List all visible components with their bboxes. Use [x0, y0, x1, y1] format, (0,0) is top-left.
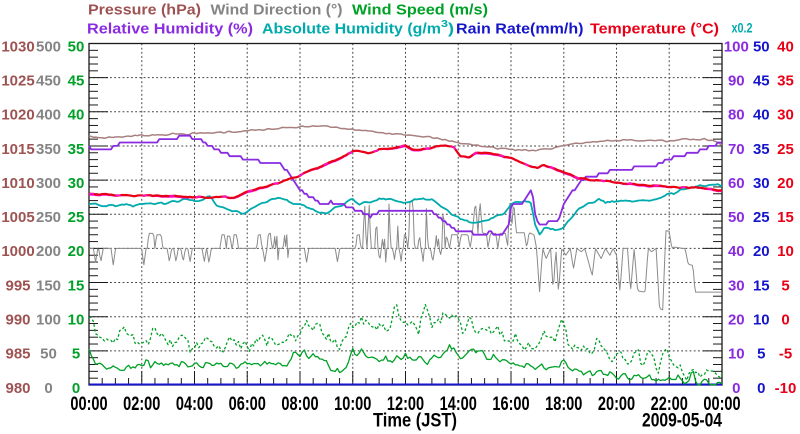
- svg-text:20: 20: [753, 243, 770, 260]
- svg-text:50: 50: [753, 38, 770, 55]
- svg-text:10: 10: [68, 312, 85, 329]
- svg-text:5: 5: [72, 346, 80, 363]
- svg-text:0: 0: [44, 380, 52, 397]
- svg-text:15: 15: [753, 277, 770, 294]
- svg-text:100: 100: [724, 38, 749, 55]
- svg-text:35: 35: [68, 141, 85, 158]
- svg-text:15: 15: [68, 277, 85, 294]
- svg-text:10: 10: [728, 346, 745, 363]
- svg-text:150: 150: [36, 277, 61, 294]
- svg-text:Wind Direction (°): Wind Direction (°): [211, 2, 343, 19]
- svg-text:100: 100: [36, 312, 61, 329]
- svg-text:Pressure (hPa): Pressure (hPa): [88, 2, 201, 19]
- svg-text:Temperature (°C): Temperature (°C): [590, 21, 719, 38]
- svg-text:12:00: 12:00: [387, 394, 424, 415]
- svg-text:20: 20: [777, 175, 794, 192]
- svg-text:20: 20: [68, 243, 85, 260]
- svg-text:10:00: 10:00: [334, 394, 371, 415]
- svg-text:40: 40: [777, 38, 794, 55]
- svg-text:45: 45: [753, 72, 770, 89]
- svg-text:30: 30: [753, 175, 770, 192]
- svg-text:20:00: 20:00: [598, 394, 635, 415]
- svg-text:25: 25: [68, 209, 85, 226]
- svg-text:40: 40: [728, 243, 745, 260]
- svg-text:35: 35: [753, 141, 770, 158]
- svg-text:3: 3: [441, 19, 449, 30]
- svg-text:Wind Speed (m/s): Wind Speed (m/s): [352, 2, 488, 19]
- svg-text:08:00: 08:00: [281, 394, 318, 415]
- svg-text:200: 200: [36, 243, 61, 260]
- svg-text:30: 30: [68, 175, 85, 192]
- svg-text:990: 990: [5, 312, 30, 329]
- svg-text:18:00: 18:00: [545, 394, 582, 415]
- svg-text:1030: 1030: [1, 38, 34, 55]
- svg-text:35: 35: [777, 72, 794, 89]
- svg-text:985: 985: [5, 346, 30, 363]
- svg-text:22:00: 22:00: [651, 394, 688, 415]
- svg-text:250: 250: [36, 209, 61, 226]
- svg-text:-5: -5: [779, 346, 792, 363]
- svg-text:995: 995: [5, 277, 30, 294]
- svg-text:16:00: 16:00: [492, 394, 529, 415]
- svg-text:1025: 1025: [1, 72, 34, 89]
- svg-text:1005: 1005: [1, 209, 34, 226]
- svg-text:40: 40: [68, 107, 85, 124]
- svg-text:0: 0: [732, 380, 740, 397]
- svg-text:0: 0: [757, 380, 765, 397]
- svg-text:x0.2: x0.2: [732, 20, 753, 36]
- svg-text:00:00: 00:00: [703, 394, 740, 415]
- svg-text:-10: -10: [775, 380, 797, 397]
- svg-text:450: 450: [36, 72, 61, 89]
- svg-text:1000: 1000: [1, 243, 34, 260]
- svg-text:350: 350: [36, 141, 61, 158]
- svg-text:90: 90: [728, 72, 745, 89]
- svg-text:20: 20: [728, 312, 745, 329]
- svg-text:50: 50: [728, 209, 745, 226]
- svg-text:500: 500: [36, 38, 61, 55]
- svg-text:0: 0: [72, 380, 80, 397]
- svg-text:14:00: 14:00: [440, 394, 477, 415]
- svg-text:300: 300: [36, 175, 61, 192]
- svg-text:06:00: 06:00: [229, 394, 266, 415]
- svg-text:2009-05-04: 2009-05-04: [642, 411, 722, 432]
- svg-text:5: 5: [757, 346, 765, 363]
- svg-text:70: 70: [728, 141, 745, 158]
- svg-text:30: 30: [728, 277, 745, 294]
- svg-text:25: 25: [753, 209, 770, 226]
- svg-text:10: 10: [777, 243, 794, 260]
- svg-text:50: 50: [68, 38, 85, 55]
- svg-text:Relative Humidity (%): Relative Humidity (%): [87, 21, 253, 38]
- svg-text:15: 15: [777, 209, 794, 226]
- svg-text:Absolute Humidity (g/m: Absolute Humidity (g/m: [262, 21, 441, 38]
- svg-text:1010: 1010: [1, 175, 34, 192]
- svg-text:45: 45: [68, 72, 85, 89]
- svg-text:1020: 1020: [1, 107, 34, 124]
- svg-text:60: 60: [728, 175, 745, 192]
- svg-text:00:00: 00:00: [70, 394, 107, 415]
- svg-text:0: 0: [781, 312, 789, 329]
- svg-text:400: 400: [36, 107, 61, 124]
- svg-text:): ): [448, 21, 454, 38]
- svg-text:1015: 1015: [1, 141, 34, 158]
- svg-text:980: 980: [5, 380, 30, 397]
- svg-text:40: 40: [753, 107, 770, 124]
- svg-text:5: 5: [781, 277, 789, 294]
- svg-text:Rain Rate(mm/h): Rain Rate(mm/h): [456, 21, 584, 38]
- svg-text:10: 10: [753, 312, 770, 329]
- svg-text:25: 25: [777, 141, 794, 158]
- svg-text:30: 30: [777, 107, 794, 124]
- svg-text:04:00: 04:00: [176, 394, 213, 415]
- svg-text:50: 50: [40, 346, 57, 363]
- svg-text:02:00: 02:00: [123, 394, 160, 415]
- svg-text:80: 80: [728, 107, 745, 124]
- svg-text:Time (JST): Time (JST): [373, 411, 457, 432]
